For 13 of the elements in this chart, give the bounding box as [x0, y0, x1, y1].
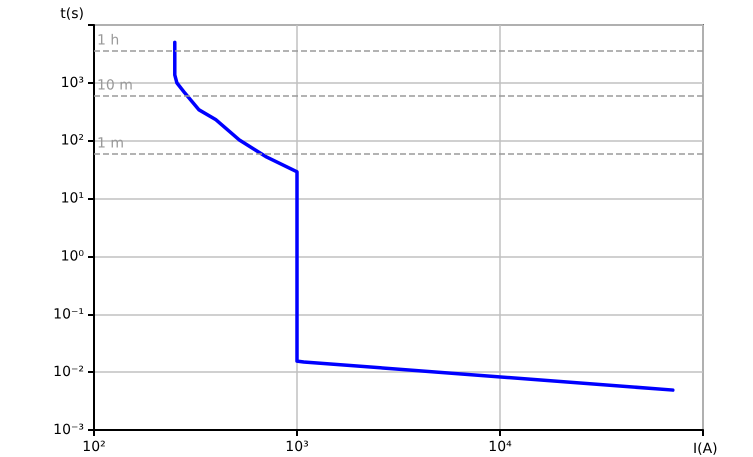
- y-tick-label: 10⁻¹: [53, 306, 84, 322]
- y-tick-label: 10⁻²: [53, 364, 84, 380]
- x-axis-title: I(A): [693, 441, 718, 457]
- y-tick-label: 10⁰: [60, 248, 84, 264]
- y-axis-title: t(s): [60, 6, 84, 22]
- y-tick-label: 10⁻³: [53, 422, 84, 438]
- x-tick-label: 10²: [82, 439, 106, 455]
- x-tick-label: 10³: [285, 439, 309, 455]
- y-tick-label: 10¹: [60, 190, 84, 207]
- y-tick-label: 10³: [60, 74, 84, 91]
- x-tick-label: 10⁴: [488, 439, 512, 455]
- ref-line-label: 1 h: [97, 32, 120, 49]
- y-tick-label: 10²: [60, 132, 84, 149]
